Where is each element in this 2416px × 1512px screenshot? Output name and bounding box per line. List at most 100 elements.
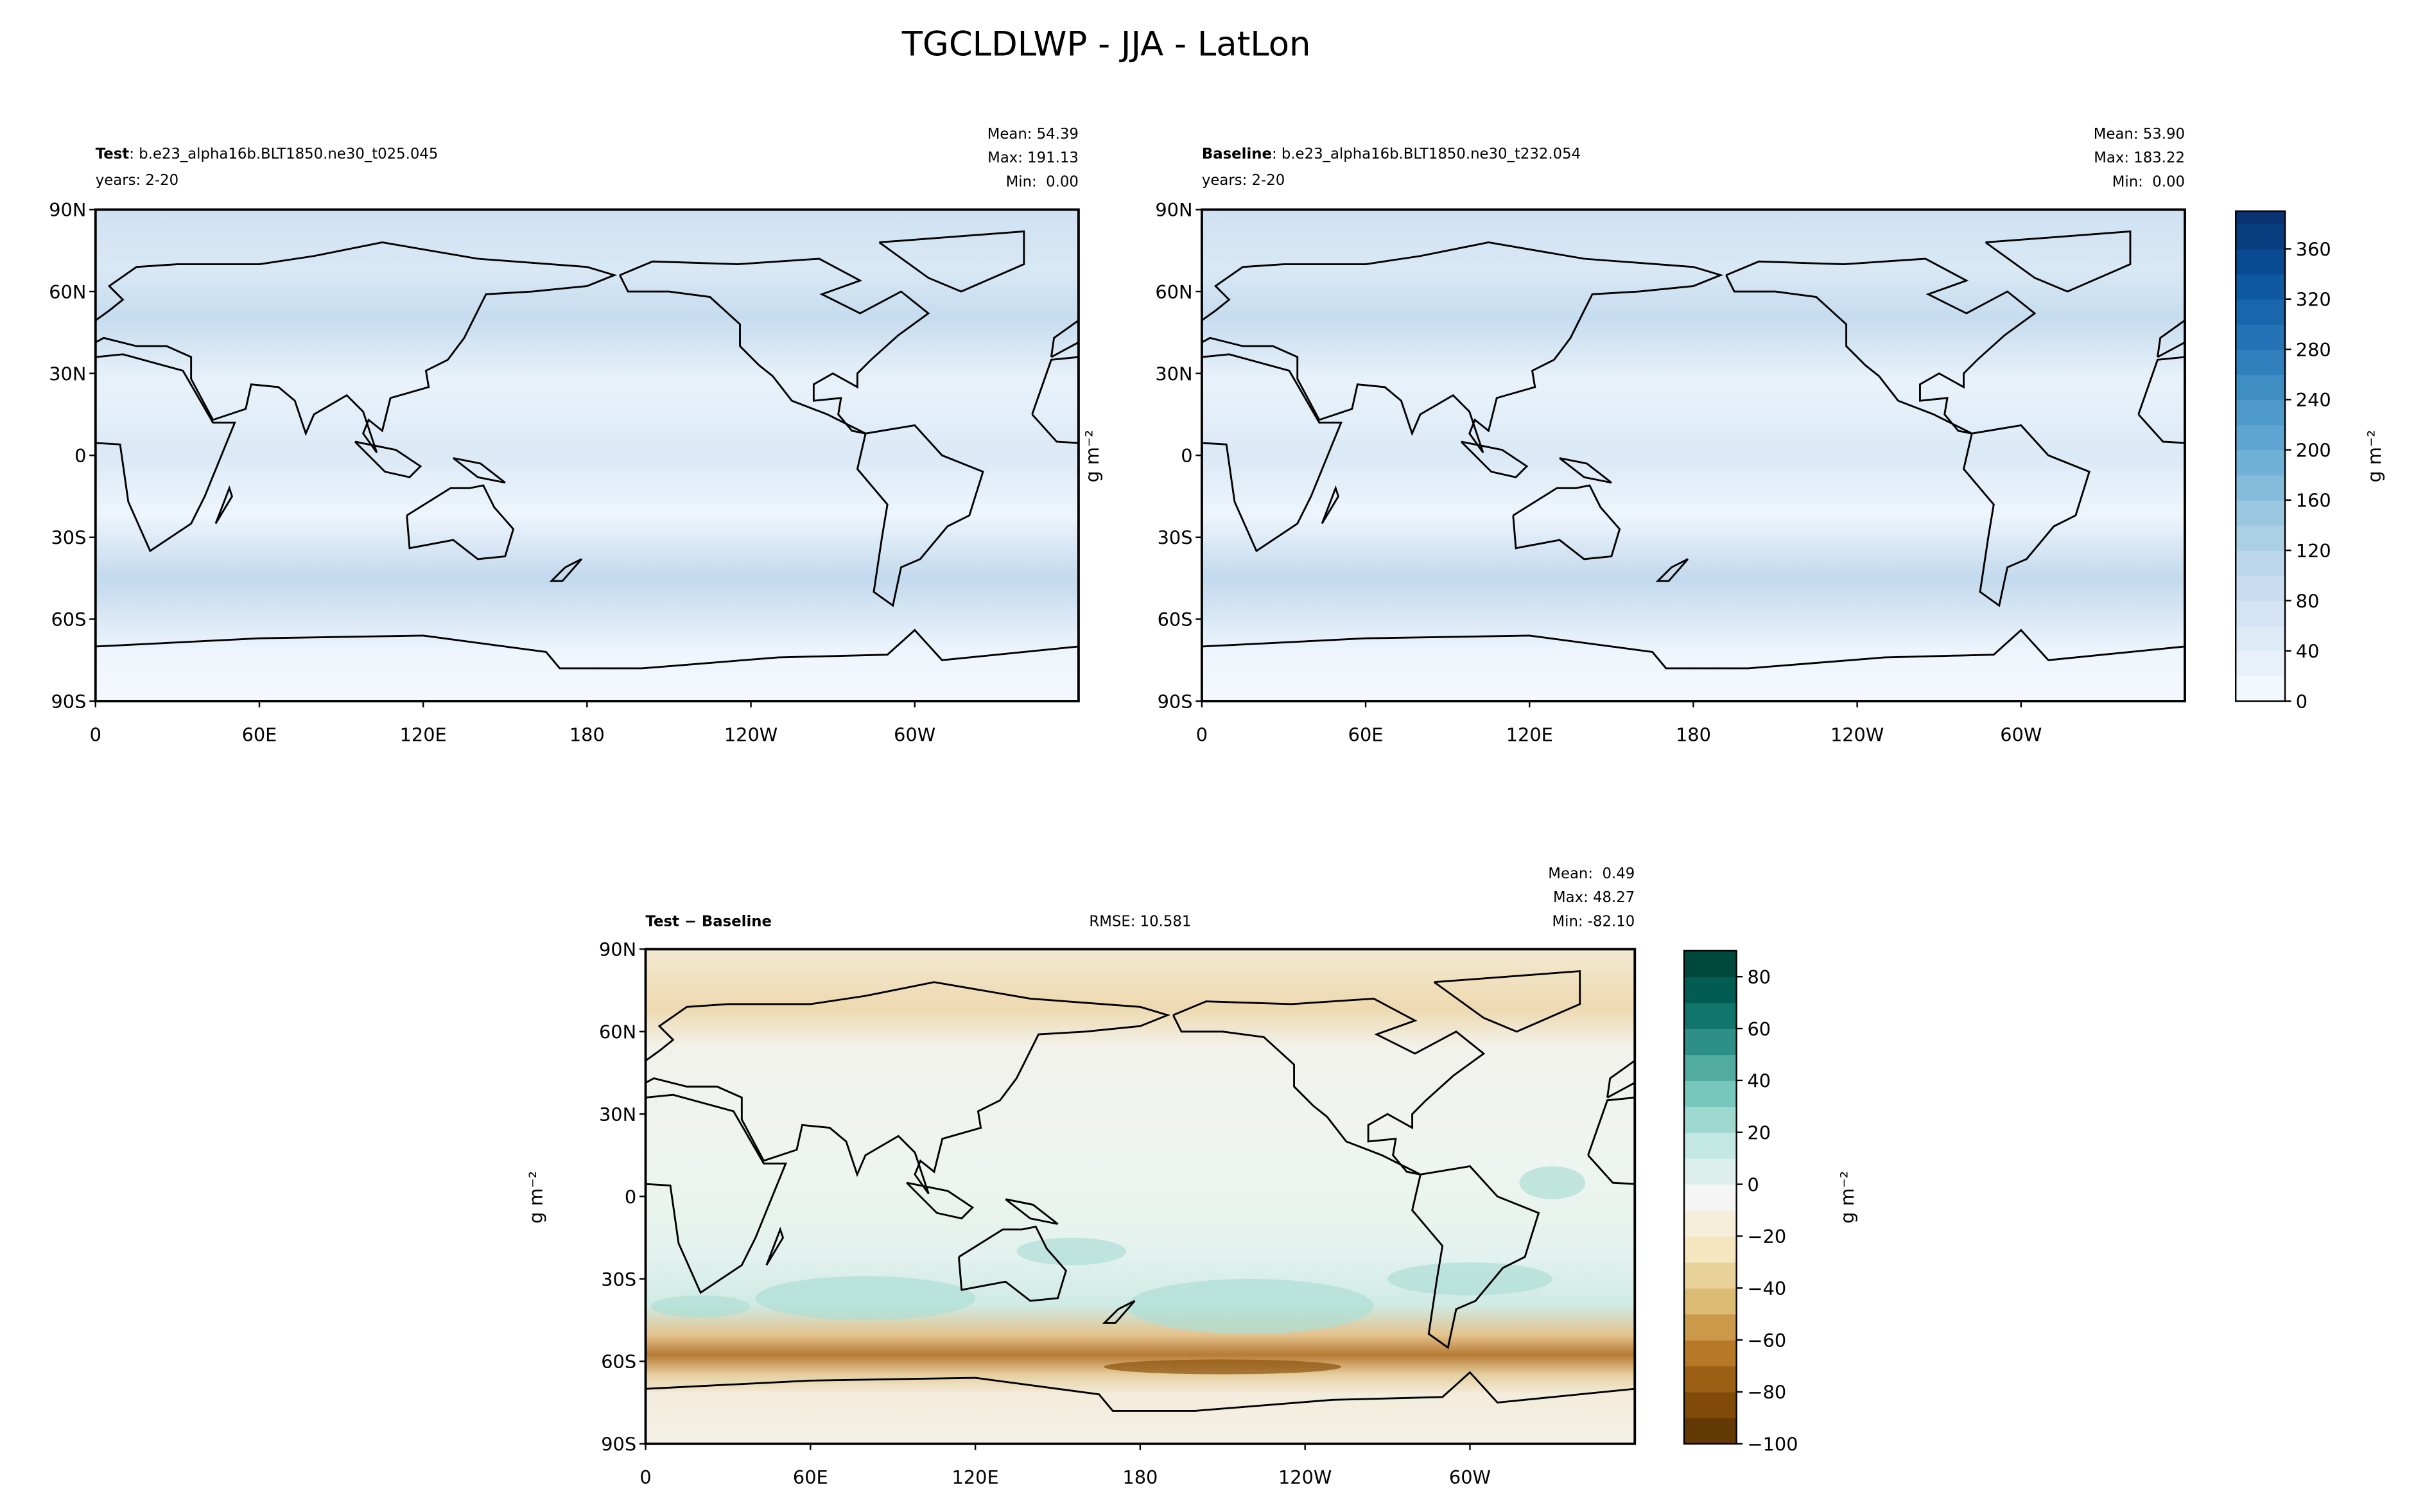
coastline — [906, 1181, 975, 1220]
coastline — [645, 981, 1171, 1195]
panel-label: Test: b.e23_alpha16b.BLT1850.ne30_t025.0… — [96, 146, 439, 162]
colorbar-tick-label: 80 — [2296, 590, 2320, 612]
colorbar-level — [2236, 675, 2286, 702]
rmse: RMSE: 10.581 — [1089, 913, 1191, 930]
coastline — [1896, 1183, 1962, 1219]
panel-label: Baseline: b.e23_alpha16b.BLT1850.ne30_t2… — [1202, 146, 1581, 162]
colorbar-tick-label: 40 — [1747, 1070, 1771, 1092]
axis-unit-label: g m⁻² — [1081, 430, 1103, 482]
coastline — [645, 1371, 1635, 1412]
coastline — [1433, 970, 1581, 1033]
coastline — [445, 971, 591, 1032]
colorbar-level — [1684, 1366, 1737, 1393]
coastline — [0, 231, 41, 291]
coastline — [1102, 1299, 1136, 1324]
colorbar-tick-label: 60 — [1747, 1018, 1771, 1040]
coastlines — [1201, 230, 2186, 670]
y-tick-label: 90N — [1155, 199, 1192, 221]
colorbar-level — [2236, 211, 2286, 225]
stat: Mean: 54.39 — [987, 126, 1079, 143]
map-background — [95, 209, 1079, 702]
coastline — [1559, 457, 1612, 484]
stat: Min: 0.00 — [2112, 173, 2185, 190]
colorbar-tick-label: 280 — [2296, 339, 2331, 361]
colorbar-tick-label: −20 — [1747, 1226, 1786, 1247]
colorbar-level — [1684, 1340, 1737, 1367]
colorbar-frame — [1683, 950, 1737, 1445]
stat: Max: 191.13 — [987, 150, 1079, 166]
colorbar-tick-label: −100 — [1747, 1434, 1798, 1456]
colorbar-level — [1684, 1210, 1737, 1237]
coastline — [856, 424, 984, 607]
colorbar-level — [2236, 650, 2286, 677]
stat: Max: 183.22 — [2094, 150, 2185, 166]
coastline — [1962, 424, 2090, 607]
coastline — [95, 629, 1079, 670]
coastline — [1201, 241, 1724, 453]
coastline — [2094, 1301, 2124, 1323]
y-tick-label: 90S — [51, 691, 86, 713]
axis-unit-label: g m⁻² — [525, 1171, 547, 1224]
colorbar-level — [1684, 1080, 1737, 1108]
colorbar-level — [2236, 349, 2286, 375]
colorbar-level — [2236, 449, 2286, 476]
colorbar-frame — [2235, 210, 2286, 702]
y-tick-label: 30N — [1155, 363, 1192, 385]
colorbar-tick-label: −40 — [1747, 1278, 1786, 1299]
panel-name: Test − Baseline — [646, 913, 772, 930]
anomaly-patch — [1104, 1359, 1342, 1375]
y-tick-label: 60N — [599, 1021, 636, 1043]
y-tick-label: 60S — [601, 1351, 636, 1373]
x-tick-label: 60W — [2000, 724, 2042, 745]
coastline — [1985, 230, 2132, 293]
y-tick-label: 60S — [51, 609, 86, 630]
coastline — [406, 484, 515, 560]
y-tick-label: 90N — [599, 939, 636, 960]
anomaly-patch — [1519, 1166, 1586, 1199]
x-tick-label: 180 — [1122, 1466, 1158, 1488]
coastlines — [0, 230, 1079, 670]
anomaly-patch — [651, 1295, 751, 1317]
case-name: : b.e23_alpha16b.BLT1850.ne30_t025.045 — [129, 146, 438, 162]
colorbar-level — [1684, 1029, 1737, 1056]
years: years: 2-20 — [96, 172, 178, 189]
x-tick-label: 60E — [793, 1466, 828, 1488]
coastline — [645, 1093, 787, 1294]
colorbar-tick-label: 120 — [2296, 540, 2331, 562]
colorbar-tick-label: 0 — [2296, 691, 2307, 713]
coastline — [1460, 440, 1529, 478]
coastline — [354, 440, 422, 478]
y-tick-label: 30S — [1158, 527, 1193, 549]
colorbar-level — [2236, 399, 2286, 426]
coastline — [619, 257, 930, 435]
x-tick-label: 60E — [1348, 724, 1384, 745]
colorbar-level — [2236, 550, 2286, 577]
colorbar-tick-label: 160 — [2296, 490, 2331, 512]
colorbar-tick-label: 360 — [2296, 238, 2331, 260]
colorbar-level — [2236, 374, 2286, 401]
colorbar-level — [1684, 1236, 1737, 1263]
colorbar-tick-label: 200 — [2296, 439, 2331, 461]
coastline — [2157, 319, 2186, 358]
colorbar-tick-label: 320 — [2296, 289, 2331, 311]
colorbar-level — [1684, 1262, 1737, 1289]
coastline — [1201, 629, 2186, 670]
coastline — [1201, 353, 1343, 553]
figure-title: TGCLDLWP - JJA - LatLon — [901, 24, 1311, 64]
anomaly-patch — [755, 1276, 976, 1321]
colorbar-level — [1684, 950, 1737, 977]
colorbar-level — [2236, 625, 2286, 652]
colorbar-tick-label: 80 — [1747, 966, 1771, 988]
coastline — [765, 1226, 785, 1266]
colorbar-tick-label: −60 — [1747, 1330, 1786, 1351]
x-tick-label: 60W — [1449, 1466, 1491, 1488]
colorbar-level — [1684, 1314, 1737, 1341]
y-tick-label: 60N — [49, 281, 86, 303]
coastline — [453, 457, 506, 484]
anomaly-patch — [1387, 1262, 1552, 1296]
x-tick-label: 60W — [894, 724, 935, 745]
coastline — [95, 353, 236, 553]
panel-name: Baseline — [1202, 146, 1272, 162]
